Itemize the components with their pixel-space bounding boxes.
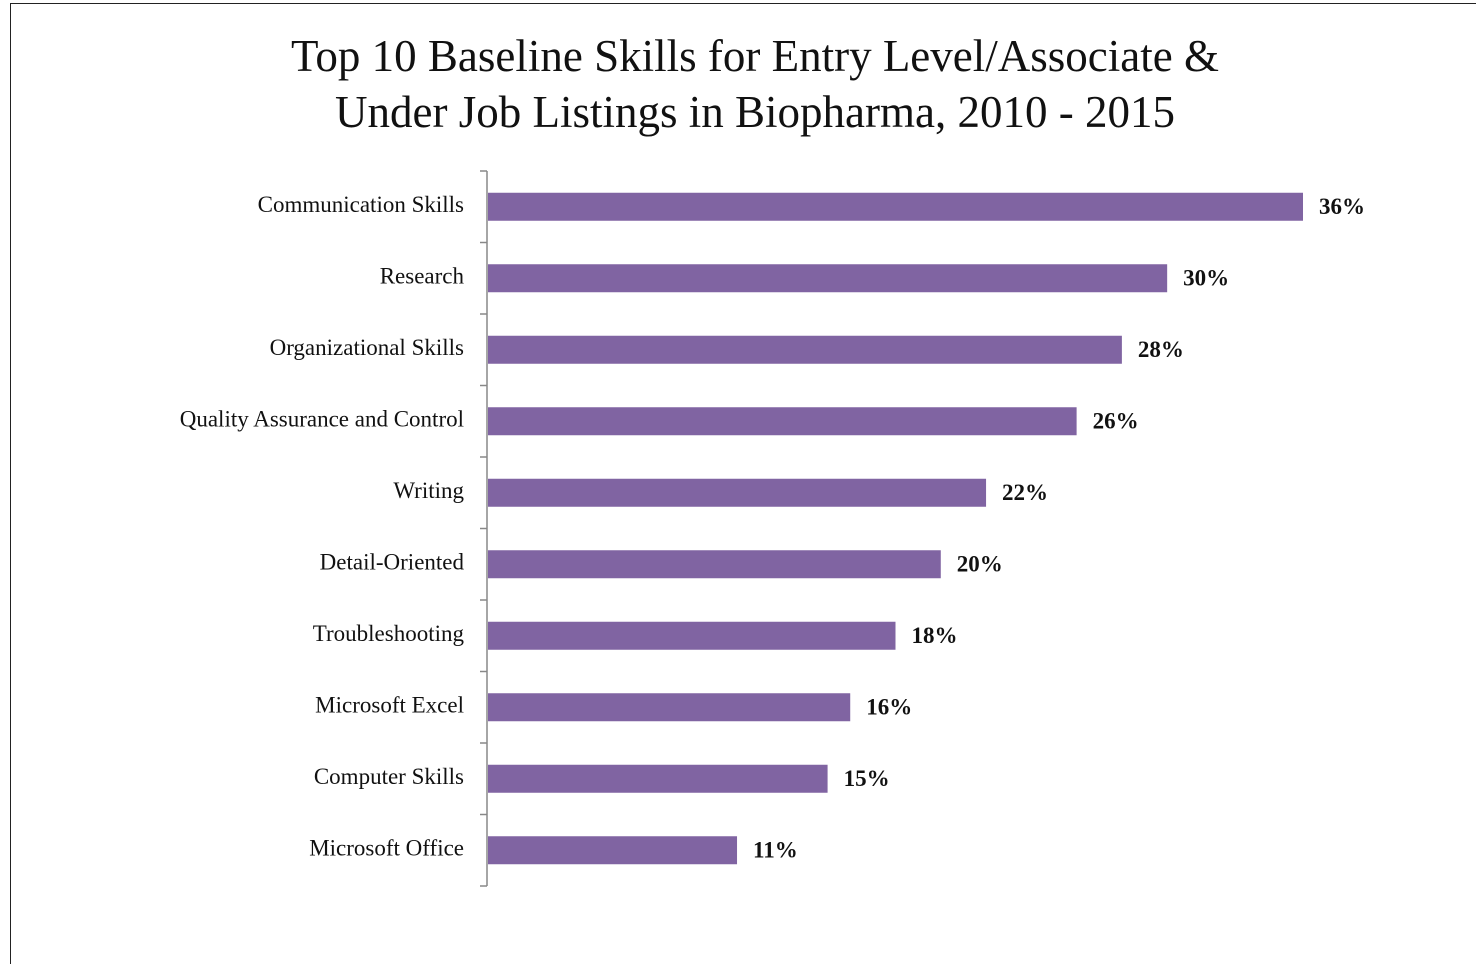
y-tick-label: Research: [380, 264, 465, 289]
y-tick-label: Quality Assurance and Control: [180, 407, 464, 432]
bar: [488, 478, 987, 507]
bar: [488, 407, 1077, 436]
chart-title: Top 10 Baseline Skills for Entry Level/A…: [291, 31, 1219, 137]
bar: [488, 836, 738, 865]
value-label: 15%: [844, 766, 890, 791]
value-label: 18%: [912, 623, 958, 648]
bar: [488, 264, 1168, 293]
chart: 36% Communication Skills 30% Research 28% Org…: [180, 170, 1365, 887]
value-label: 20%: [957, 552, 1003, 577]
value-label: 36%: [1319, 194, 1365, 219]
bar: [488, 192, 1303, 221]
bar: [488, 621, 896, 650]
value-label: 26%: [1093, 409, 1139, 434]
y-tick-label: Computer Skills: [314, 764, 464, 789]
y-tick-label: Troubleshooting: [313, 621, 465, 646]
value-label: 22%: [1002, 480, 1048, 505]
bar: [488, 764, 828, 793]
value-label: 30%: [1183, 266, 1229, 291]
y-tick-label: Writing: [393, 478, 464, 503]
frame: [10, 3, 1476, 964]
value-label: 28%: [1138, 337, 1184, 362]
bar: [488, 693, 851, 722]
value-label: 16%: [866, 695, 912, 720]
page: Top 10 Baseline Skills for Entry Level/A…: [10, 3, 1476, 964]
value-label: 11%: [753, 838, 798, 863]
y-tick-label: Organizational Skills: [270, 335, 464, 360]
y-tick-label: Communication Skills: [258, 192, 464, 217]
bar: [488, 335, 1122, 364]
y-tick-label: Detail-Oriented: [320, 550, 465, 575]
y-tick-label: Microsoft Office: [309, 836, 464, 861]
y-tick-label: Microsoft Excel: [315, 693, 464, 718]
bar: [488, 550, 941, 579]
